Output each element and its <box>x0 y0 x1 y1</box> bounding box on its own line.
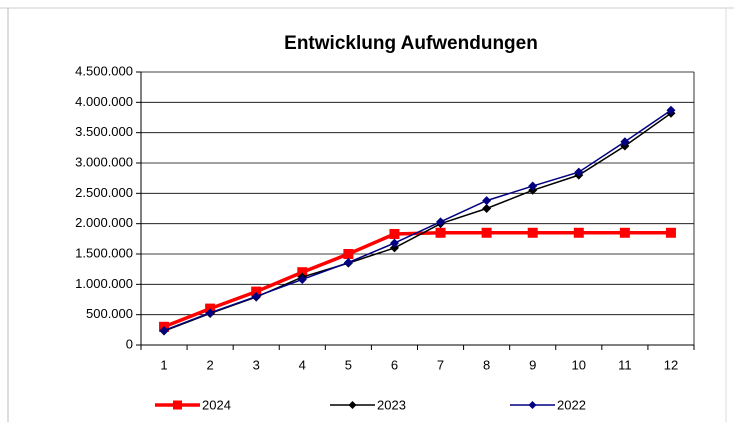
data-point <box>619 227 630 238</box>
x-tick-label: 8 <box>483 357 490 372</box>
data-point <box>666 105 676 115</box>
data-point <box>251 286 262 297</box>
x-tick-label: 9 <box>529 357 536 372</box>
y-tick-label: 4.000.000 <box>75 94 133 109</box>
data-point <box>205 308 215 318</box>
x-tick-label: 11 <box>618 357 632 372</box>
x-tick-label: 7 <box>437 357 444 372</box>
data-point <box>159 325 169 335</box>
y-tick-label: 2.000.000 <box>75 215 133 230</box>
data-point <box>665 227 676 238</box>
data-point <box>389 228 400 239</box>
chart-title: Entwicklung Aufwendungen <box>284 33 538 54</box>
y-tick-label: 3.000.000 <box>75 154 133 169</box>
data-point <box>343 249 354 259</box>
data-point <box>436 217 446 227</box>
legend-label: 2022 <box>557 397 586 412</box>
data-point <box>435 227 446 238</box>
data-point <box>574 167 584 177</box>
y-tick-label: 1.000.000 <box>75 276 133 291</box>
x-tick-label: 6 <box>391 357 398 372</box>
legend-label: 2024 <box>202 397 231 412</box>
y-tick-label: 0 <box>126 336 133 351</box>
data-point <box>573 227 584 238</box>
y-tick-label: 1.500.000 <box>75 245 133 260</box>
data-point <box>620 137 630 147</box>
data-point <box>389 238 399 248</box>
data-point <box>297 274 307 284</box>
data-point <box>389 243 399 253</box>
series-line <box>163 109 672 332</box>
series-line <box>163 231 671 329</box>
data-point <box>481 227 492 238</box>
data-point <box>251 291 261 301</box>
data-point <box>482 204 492 213</box>
x-tick-label: 1 <box>160 357 167 372</box>
x-tick-label: 5 <box>345 357 352 372</box>
x-tick-label: 3 <box>253 357 260 372</box>
legend-marker <box>528 401 537 409</box>
x-tick-label: 4 <box>299 357 306 372</box>
data-point <box>343 257 353 267</box>
data-point <box>482 196 492 206</box>
legend-marker <box>348 401 357 409</box>
data-point <box>297 267 308 278</box>
y-tick-label: 2.500.000 <box>75 185 133 200</box>
data-point <box>527 227 538 238</box>
data-point <box>528 181 538 191</box>
y-tick-label: 3.500.000 <box>75 124 133 139</box>
x-tick-label: 12 <box>664 357 678 372</box>
legend-label: 2023 <box>377 397 406 412</box>
x-tick-label: 2 <box>207 357 214 372</box>
x-tick-label: 10 <box>572 357 586 372</box>
y-tick-label: 4.500.000 <box>75 63 133 78</box>
y-tick-label: 500.000 <box>86 306 133 321</box>
legend-marker <box>173 400 182 410</box>
